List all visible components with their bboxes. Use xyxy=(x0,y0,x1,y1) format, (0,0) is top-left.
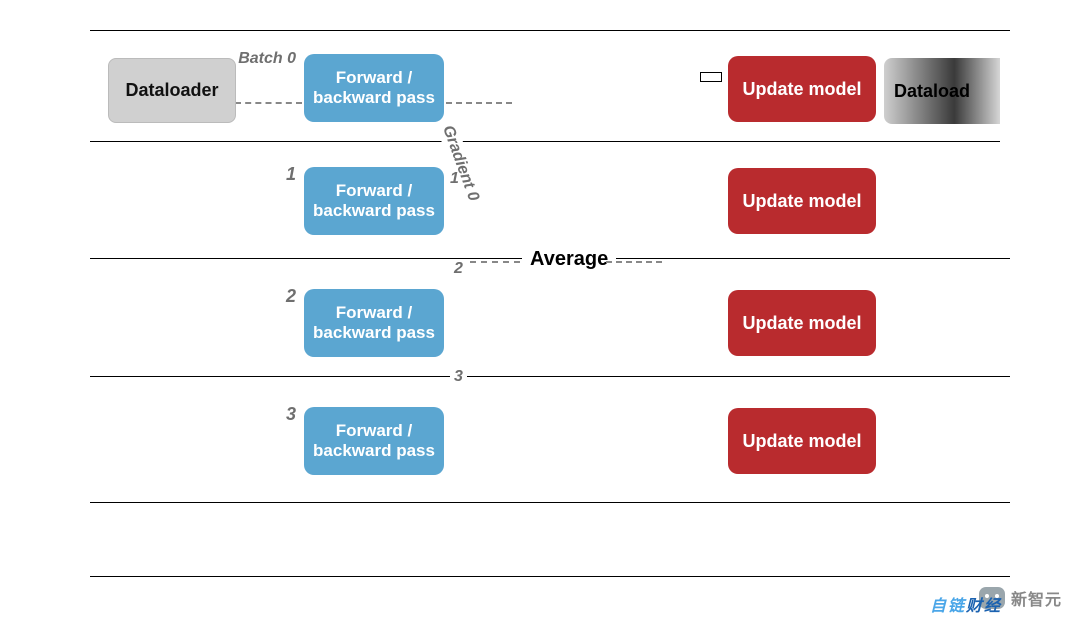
fwd-line1: Forward / xyxy=(336,303,413,322)
update-model-node-0: Update model xyxy=(728,56,876,122)
dash-segment xyxy=(446,102,512,104)
row-label-1: 1 xyxy=(270,164,296,185)
row-label-2: 2 xyxy=(270,286,296,307)
fwd-line2: backward pass xyxy=(313,323,435,342)
forward-backward-node-1: Forward /backward pass xyxy=(304,167,444,235)
fwd-line1: Forward / xyxy=(336,181,413,200)
lane-line-3 xyxy=(90,376,1010,377)
fwd-line1: Forward / xyxy=(336,421,413,440)
lane-line-0 xyxy=(90,30,1010,31)
update-model-node-1: Update model xyxy=(728,168,876,234)
dataloader-label: Dataloader xyxy=(125,80,218,101)
tick-mark xyxy=(700,72,722,82)
row-label-0: Batch 0 xyxy=(236,50,296,68)
update-label: Update model xyxy=(742,79,861,100)
gradient-index-1: 1 xyxy=(450,170,459,188)
fwd-line2: backward pass xyxy=(313,88,435,107)
dataloader-node: Dataloader xyxy=(108,58,236,123)
fwd-line2: backward pass xyxy=(313,201,435,220)
gradient-index-2: 2 xyxy=(450,260,467,278)
watermark2-b: 财经 xyxy=(966,598,1002,615)
white-occluder xyxy=(1000,44,1080,214)
row-label-3: 3 xyxy=(270,404,296,425)
dataloader-shadow-node: Dataload xyxy=(884,58,1012,124)
update-label: Update model xyxy=(742,313,861,334)
dataloader-shadow-label: Dataload xyxy=(894,81,970,102)
forward-backward-node-3: Forward /backward pass xyxy=(304,407,444,475)
forward-backward-node-2: Forward /backward pass xyxy=(304,289,444,357)
lane-line-4 xyxy=(90,502,1010,503)
fwd-line1: Forward / xyxy=(336,68,413,87)
average-label: Average xyxy=(522,248,616,271)
dash-segment xyxy=(470,261,520,263)
update-model-node-2: Update model xyxy=(728,290,876,356)
gradient-index-3: 3 xyxy=(450,368,467,386)
watermark-text: 新智元 xyxy=(1011,586,1062,610)
update-model-node-3: Update model xyxy=(728,408,876,474)
watermark2-a: 自链 xyxy=(930,598,966,615)
dash-segment xyxy=(606,261,662,263)
lane-line-1 xyxy=(90,141,1010,142)
update-label: Update model xyxy=(742,191,861,212)
fwd-line2: backward pass xyxy=(313,441,435,460)
lane-line-5 xyxy=(90,576,1010,577)
update-label: Update model xyxy=(742,431,861,452)
forward-backward-node-0: Forward /backward pass xyxy=(304,54,444,122)
dash-segment xyxy=(235,102,302,104)
watermark-overlay: 自链财经 xyxy=(930,592,1002,616)
